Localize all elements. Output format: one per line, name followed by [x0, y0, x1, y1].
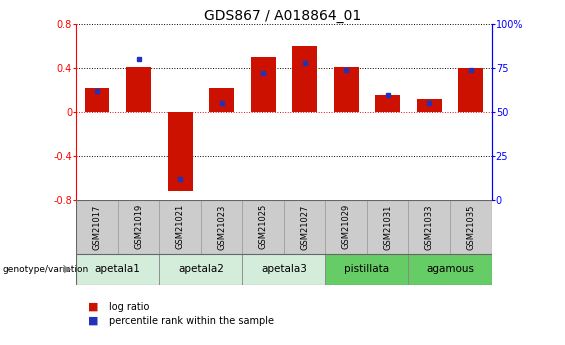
Text: GDS867 / A018864_01: GDS867 / A018864_01: [204, 9, 361, 23]
Text: GSM21027: GSM21027: [300, 204, 309, 249]
Bar: [292, 46, 317, 112]
Bar: [375, 95, 400, 112]
Bar: [242, 254, 325, 285]
Text: ▶: ▶: [64, 264, 72, 274]
Text: ■: ■: [88, 316, 98, 326]
Text: pistillata: pistillata: [345, 264, 389, 274]
Text: genotype/variation: genotype/variation: [3, 265, 89, 274]
Bar: [408, 200, 450, 254]
Text: GSM21021: GSM21021: [176, 204, 185, 249]
Bar: [76, 254, 159, 285]
Bar: [367, 200, 408, 254]
Text: GSM21029: GSM21029: [342, 204, 351, 249]
Text: GSM21023: GSM21023: [217, 204, 226, 249]
Bar: [251, 57, 276, 112]
Bar: [284, 200, 325, 254]
Bar: [76, 200, 118, 254]
Text: GSM21035: GSM21035: [466, 204, 475, 249]
Bar: [417, 99, 442, 112]
Text: GSM21017: GSM21017: [93, 204, 102, 249]
Bar: [458, 68, 483, 112]
Bar: [450, 200, 492, 254]
Bar: [126, 67, 151, 112]
Bar: [408, 254, 492, 285]
Text: apetala1: apetala1: [95, 264, 141, 274]
Bar: [159, 254, 242, 285]
Bar: [159, 200, 201, 254]
Bar: [118, 200, 159, 254]
Bar: [168, 112, 193, 191]
Bar: [201, 200, 242, 254]
Bar: [242, 200, 284, 254]
Text: log ratio: log ratio: [109, 302, 149, 312]
Text: GSM21019: GSM21019: [134, 204, 143, 249]
Text: apetala3: apetala3: [261, 264, 307, 274]
Text: agamous: agamous: [426, 264, 474, 274]
Bar: [325, 200, 367, 254]
Bar: [334, 67, 359, 112]
Bar: [325, 254, 408, 285]
Text: apetala2: apetala2: [178, 264, 224, 274]
Bar: [209, 88, 234, 112]
Bar: [85, 88, 110, 112]
Text: GSM21033: GSM21033: [425, 204, 434, 249]
Text: ■: ■: [88, 302, 98, 312]
Text: GSM21025: GSM21025: [259, 204, 268, 249]
Text: GSM21031: GSM21031: [383, 204, 392, 249]
Text: percentile rank within the sample: percentile rank within the sample: [109, 316, 274, 326]
